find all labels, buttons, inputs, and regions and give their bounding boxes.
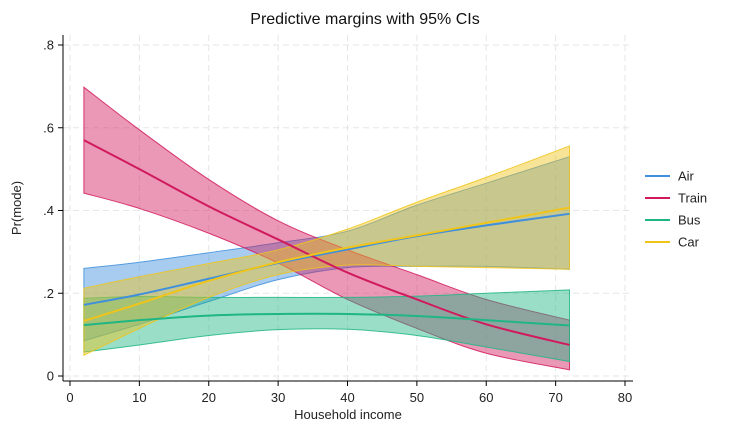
x-tick-label: 0 [66, 390, 73, 405]
legend-label-train: Train [678, 191, 707, 206]
series-lines [83, 139, 570, 346]
series-line-bus [83, 312, 570, 327]
y-tick-label: .4 [43, 203, 54, 218]
x-tick-label: 40 [340, 390, 354, 405]
series-line-train [83, 139, 570, 346]
series-line-car [83, 206, 570, 322]
x-tick-label: 70 [548, 390, 562, 405]
ci-band-car [83, 145, 570, 357]
grid-lines [63, 35, 633, 381]
y-tick-label: .2 [43, 286, 54, 301]
x-tick-label: 30 [271, 390, 285, 405]
x-axis-title: Household income [294, 407, 402, 422]
ci-bands [83, 86, 570, 371]
y-tick-label: 0 [47, 369, 54, 384]
x-tick-label: 80 [618, 390, 632, 405]
x-ticks: 0 10 20 30 40 50 60 70 80 [66, 381, 632, 405]
y-axis-title: Pr(mode) [9, 181, 24, 235]
x-tick-label: 50 [410, 390, 424, 405]
y-tick-label: .8 [43, 38, 54, 53]
ci-band-bus [83, 289, 570, 363]
chart-title: Predictive margins with 95% CIs [250, 11, 479, 28]
legend-label-bus: Bus [678, 213, 701, 228]
x-tick-label: 10 [132, 390, 146, 405]
y-tick-label: .6 [43, 120, 54, 135]
legend-label-air: Air [678, 169, 695, 184]
y-ticks: 0 .2 .4 .6 .8 [43, 38, 63, 384]
series-line-air [83, 212, 570, 306]
legend-label-car: Car [678, 235, 700, 250]
x-tick-label: 60 [479, 390, 493, 405]
legend: Air Train Bus Car [645, 169, 707, 250]
x-tick-label: 20 [202, 390, 216, 405]
